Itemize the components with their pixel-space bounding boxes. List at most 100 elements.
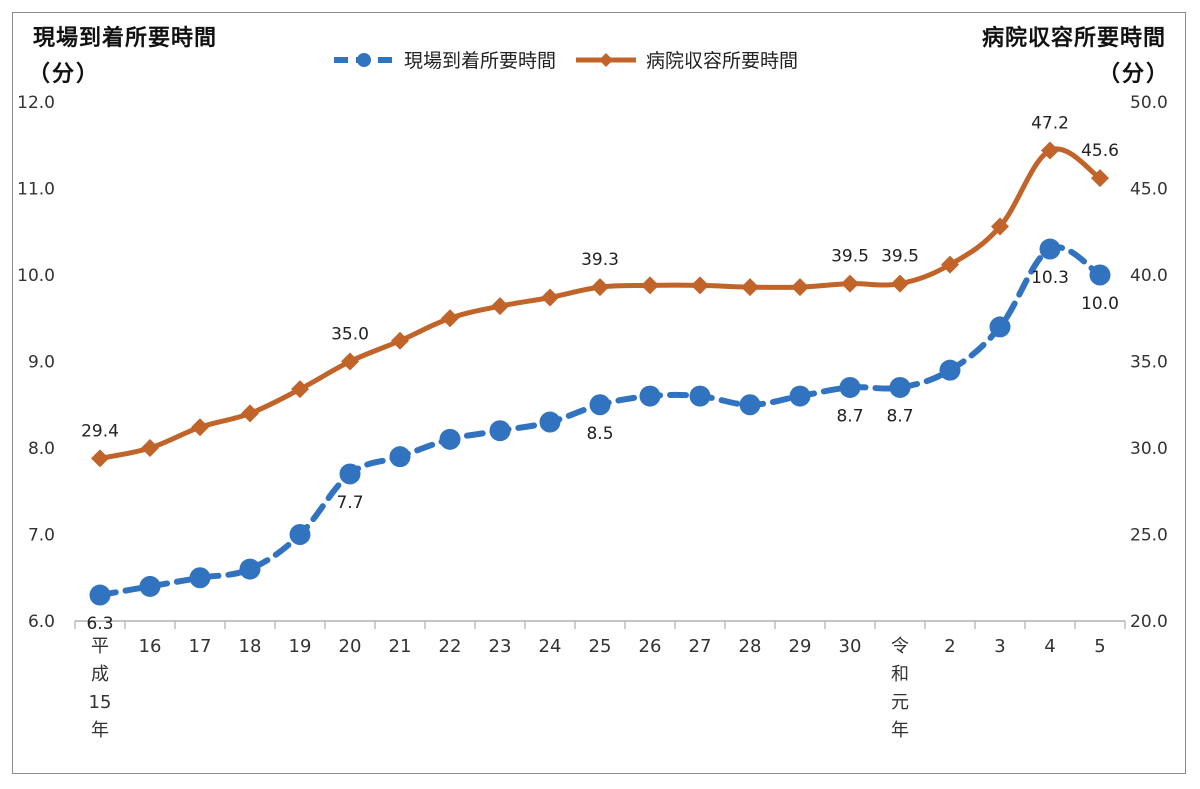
- series-hospital-data-label: 39.3: [581, 250, 619, 270]
- chart-frame: [12, 12, 1186, 774]
- x-tick-label: 17: [189, 636, 212, 657]
- x-tick-label: 21: [389, 636, 412, 657]
- series-arrival-point: [189, 567, 211, 589]
- right-axis-title: 病院収容所要時間: [981, 26, 1166, 51]
- x-tick-label: 24: [539, 636, 562, 657]
- right-y-tick-label: 25.0: [1130, 526, 1168, 546]
- x-tick-label: 30: [839, 636, 862, 657]
- series-hospital-data-label: 45.6: [1081, 141, 1119, 161]
- series-hospital-point: [991, 217, 1009, 236]
- series-hospital-point: [741, 278, 759, 297]
- series-hospital-point: [141, 439, 159, 457]
- x-tick-label: 23: [489, 636, 512, 657]
- legend: 現場到着所要時間 病院収容所要時間: [332, 46, 798, 73]
- x-tick-label: 25: [589, 636, 612, 657]
- x-tick-label: 2: [944, 636, 955, 657]
- x-tick-label: 26: [639, 636, 662, 657]
- series-hospital-point: [841, 274, 859, 293]
- right-y-tick-label: 45.0: [1130, 180, 1168, 200]
- x-tick-label: 平: [91, 636, 109, 657]
- series-arrival-point: [539, 411, 561, 433]
- series-hospital-point: [591, 278, 609, 297]
- series-hospital-point: [1091, 169, 1109, 188]
- x-tick-label: 27: [689, 636, 712, 657]
- legend-marker-blue: [334, 52, 394, 67]
- series-arrival-point: [689, 385, 711, 407]
- series-arrival-point: [389, 446, 411, 468]
- series-arrival-point: [89, 584, 111, 606]
- series-arrival-point: [939, 359, 961, 381]
- x-tick-label: 5: [1094, 636, 1105, 657]
- right-axis-unit: （分）: [1097, 62, 1170, 87]
- series-hospital-point: [791, 278, 809, 297]
- x-tick-label: 4: [1044, 636, 1055, 657]
- series-arrival-point: [989, 316, 1011, 338]
- series-hospital-point: [691, 276, 709, 295]
- x-tick-label: 年: [91, 720, 109, 741]
- x-tick-label: 16: [139, 636, 162, 657]
- series-arrival-data-label: 8.7: [836, 406, 863, 426]
- series-hospital-point: [541, 288, 559, 307]
- x-tick-label: 29: [789, 636, 812, 657]
- series-arrival-data-label: 6.3: [86, 614, 113, 634]
- x-tick-label: 元: [891, 692, 909, 713]
- series-hospital-point: [191, 418, 209, 437]
- series-arrival-point: [439, 428, 461, 450]
- series-hospital-data-label: 39.5: [881, 247, 919, 267]
- series-arrival-point: [339, 463, 361, 485]
- legend-item-series2: 病院収容所要時間: [574, 46, 798, 73]
- series-arrival-point: [789, 385, 811, 407]
- x-tick-label: 成: [91, 664, 109, 685]
- x-tick-label: 令: [891, 636, 909, 657]
- series-arrival-data-label: 10.0: [1081, 294, 1119, 314]
- series-hospital-point: [441, 309, 459, 328]
- series-arrival-point: [639, 385, 661, 407]
- series-hospital-data-label: 29.4: [81, 421, 119, 441]
- left-y-tick-label: 12.0: [17, 93, 55, 113]
- series-arrival-data-label: 8.7: [886, 406, 913, 426]
- x-tick-label: 22: [439, 636, 462, 657]
- series-arrival-point: [739, 394, 761, 416]
- series-arrival-point: [589, 394, 611, 416]
- x-tick-label: 18: [239, 636, 262, 657]
- series-arrival-point: [489, 420, 511, 442]
- series-hospital-point: [91, 449, 109, 468]
- series-hospital-data-label: 39.5: [831, 247, 869, 267]
- left-y-tick-label: 11.0: [17, 180, 55, 200]
- left-axis-unit: （分）: [28, 62, 101, 87]
- series-hospital-data-label: 35.0: [331, 325, 369, 345]
- left-y-tick-label: 8.0: [28, 439, 55, 459]
- series-arrival-point: [1089, 264, 1111, 286]
- legend-label-series2: 病院収容所要時間: [646, 50, 799, 72]
- series-arrival-point: [289, 524, 311, 545]
- series-arrival-data-label: 8.5: [586, 424, 613, 444]
- series-arrival-data-label: 10.3: [1031, 268, 1069, 288]
- series-arrival-point: [1039, 238, 1061, 260]
- right-y-tick-label: 35.0: [1130, 353, 1168, 373]
- left-y-tick-label: 10.0: [17, 266, 55, 286]
- legend-label-series1: 現場到着所要時間: [404, 50, 557, 72]
- left-axis-title: 現場到着所要時間: [33, 26, 218, 51]
- series-hospital-point: [941, 255, 959, 274]
- series-hospital-point: [491, 297, 509, 316]
- left-y-tick-label: 9.0: [28, 353, 55, 373]
- x-tick-label: 年: [891, 720, 909, 741]
- series-hospital-point: [241, 404, 259, 423]
- series-arrival-point: [839, 376, 861, 398]
- series-arrival-data-label: 7.7: [336, 493, 363, 513]
- series-hospital-data-label: 47.2: [1031, 113, 1069, 133]
- series-arrival-point: [889, 376, 911, 398]
- x-tick-label: 28: [739, 636, 762, 657]
- legend-marker-orange: [576, 52, 637, 67]
- series-hospital-point: [891, 274, 909, 293]
- right-y-tick-label: 30.0: [1130, 439, 1168, 459]
- x-tick-label: 20: [339, 636, 362, 657]
- series-hospital-point: [291, 380, 309, 399]
- series-arrival-point: [239, 558, 261, 580]
- series-hospital-point: [341, 352, 359, 371]
- series-hospital-point: [391, 331, 409, 350]
- left-y-tick-label: 6.0: [28, 612, 55, 632]
- right-y-tick-label: 20.0: [1130, 612, 1168, 632]
- series-hospital-point: [1041, 141, 1059, 160]
